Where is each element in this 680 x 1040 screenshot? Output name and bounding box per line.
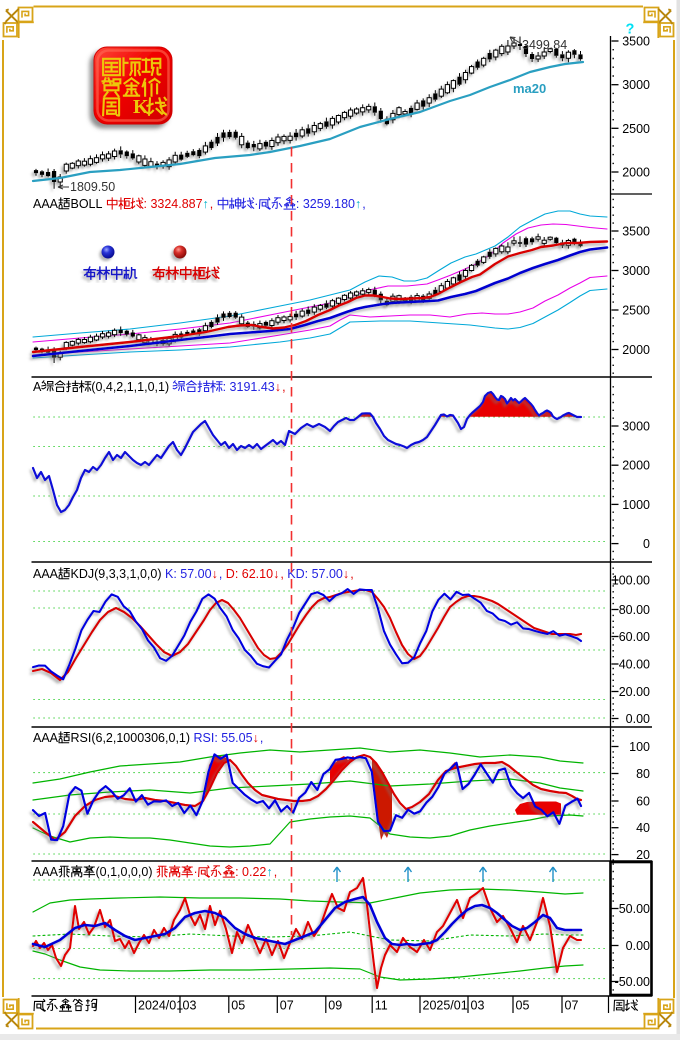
svg-text:-50.00: -50.00 xyxy=(615,975,650,989)
svg-text:↑: ↑ xyxy=(266,865,272,879)
svg-text:0.00: 0.00 xyxy=(626,712,650,726)
svg-text:40.00: 40.00 xyxy=(619,658,650,672)
svg-text:20.00: 20.00 xyxy=(619,685,650,699)
svg-text:KDJ(9,3,3,1,0,0): KDJ(9,3,3,1,0,0) xyxy=(71,567,166,581)
svg-text:2000: 2000 xyxy=(622,166,650,180)
svg-text:03: 03 xyxy=(183,999,197,1013)
svg-text:0.00: 0.00 xyxy=(626,939,650,953)
svg-text:60.00: 60.00 xyxy=(619,630,650,644)
svg-text:?: ? xyxy=(626,22,635,38)
svg-text:05: 05 xyxy=(516,999,530,1013)
svg-text:AAA: AAA xyxy=(33,865,59,879)
svg-text:,: , xyxy=(282,380,285,394)
svg-text:AAA: AAA xyxy=(33,567,59,581)
svg-text:,: , xyxy=(274,865,277,879)
svg-text:,: , xyxy=(260,731,263,745)
svg-text:80.00: 80.00 xyxy=(619,603,650,617)
svg-text:↓: ↓ xyxy=(343,567,349,581)
svg-text:D: 62.10: D: 62.10 xyxy=(226,567,273,581)
svg-text:07: 07 xyxy=(565,999,579,1013)
svg-text:,: , xyxy=(210,197,217,211)
svg-text:(0,1,0,0,0): (0,1,0,0,0) xyxy=(96,865,156,879)
svg-text:3500: 3500 xyxy=(622,225,650,239)
svg-text:2000: 2000 xyxy=(622,459,650,473)
svg-text:1809.50: 1809.50 xyxy=(70,180,115,194)
svg-text:↓: ↓ xyxy=(212,567,218,581)
svg-text:RSI: 55.05: RSI: 55.05 xyxy=(194,731,253,745)
svg-text:AAA: AAA xyxy=(33,731,59,745)
svg-text:60: 60 xyxy=(636,795,650,809)
svg-text:: 3191.43: : 3191.43 xyxy=(223,380,275,394)
svg-text:3000: 3000 xyxy=(622,264,650,278)
svg-text:2500: 2500 xyxy=(622,304,650,318)
svg-text:K: K xyxy=(133,96,149,118)
svg-text:0: 0 xyxy=(643,537,650,551)
svg-text:3499.84: 3499.84 xyxy=(522,38,567,52)
svg-text:80: 80 xyxy=(636,767,650,781)
svg-text:·: · xyxy=(254,197,258,211)
svg-text:100: 100 xyxy=(629,740,650,754)
svg-text:K: 57.00: K: 57.00 xyxy=(165,567,212,581)
svg-text:(0,4,2,1,1,0,1): (0,4,2,1,1,0,1) xyxy=(91,380,172,394)
svg-text:AAA: AAA xyxy=(33,197,59,211)
svg-text:↑: ↑ xyxy=(203,197,209,211)
svg-text:,: , xyxy=(350,567,353,581)
svg-text:,: , xyxy=(219,567,226,581)
svg-text:A: A xyxy=(33,380,42,394)
svg-text:,: , xyxy=(362,197,365,211)
svg-text:20: 20 xyxy=(636,848,650,862)
svg-text:50.00: 50.00 xyxy=(619,902,650,916)
svg-text:: 3259.180: : 3259.180 xyxy=(296,197,355,211)
svg-text:2024/01: 2024/01 xyxy=(138,999,183,1013)
svg-text:↑: ↑ xyxy=(355,197,361,211)
svg-text:: 3324.887: : 3324.887 xyxy=(144,197,203,211)
svg-text:11: 11 xyxy=(375,999,388,1013)
svg-text:2025/01: 2025/01 xyxy=(423,999,468,1013)
svg-text:,: , xyxy=(280,567,287,581)
svg-text:40: 40 xyxy=(636,821,650,835)
svg-text:1000: 1000 xyxy=(622,498,650,512)
svg-text:3000: 3000 xyxy=(622,78,650,92)
svg-text:KD: 57.00: KD: 57.00 xyxy=(287,567,343,581)
svg-text:·: · xyxy=(194,865,198,879)
svg-text:: 0.22: : 0.22 xyxy=(235,865,266,879)
svg-text:09: 09 xyxy=(328,999,342,1013)
svg-text:3500: 3500 xyxy=(622,35,650,49)
svg-text:↓: ↓ xyxy=(253,731,259,745)
svg-text:↓: ↓ xyxy=(275,380,281,394)
svg-text:05: 05 xyxy=(231,999,245,1013)
svg-text:RSI(6,2,1000306,0,1): RSI(6,2,1000306,0,1) xyxy=(71,731,194,745)
svg-text:BOLL: BOLL xyxy=(71,197,106,211)
svg-text:3000: 3000 xyxy=(622,420,650,434)
svg-text:ma20: ma20 xyxy=(513,81,546,96)
svg-text:2500: 2500 xyxy=(622,122,650,136)
svg-text:2000: 2000 xyxy=(622,343,650,357)
svg-text:100.00: 100.00 xyxy=(612,574,650,588)
svg-text:03: 03 xyxy=(471,999,485,1013)
svg-text:07: 07 xyxy=(280,999,294,1013)
svg-text:↓: ↓ xyxy=(273,567,279,581)
